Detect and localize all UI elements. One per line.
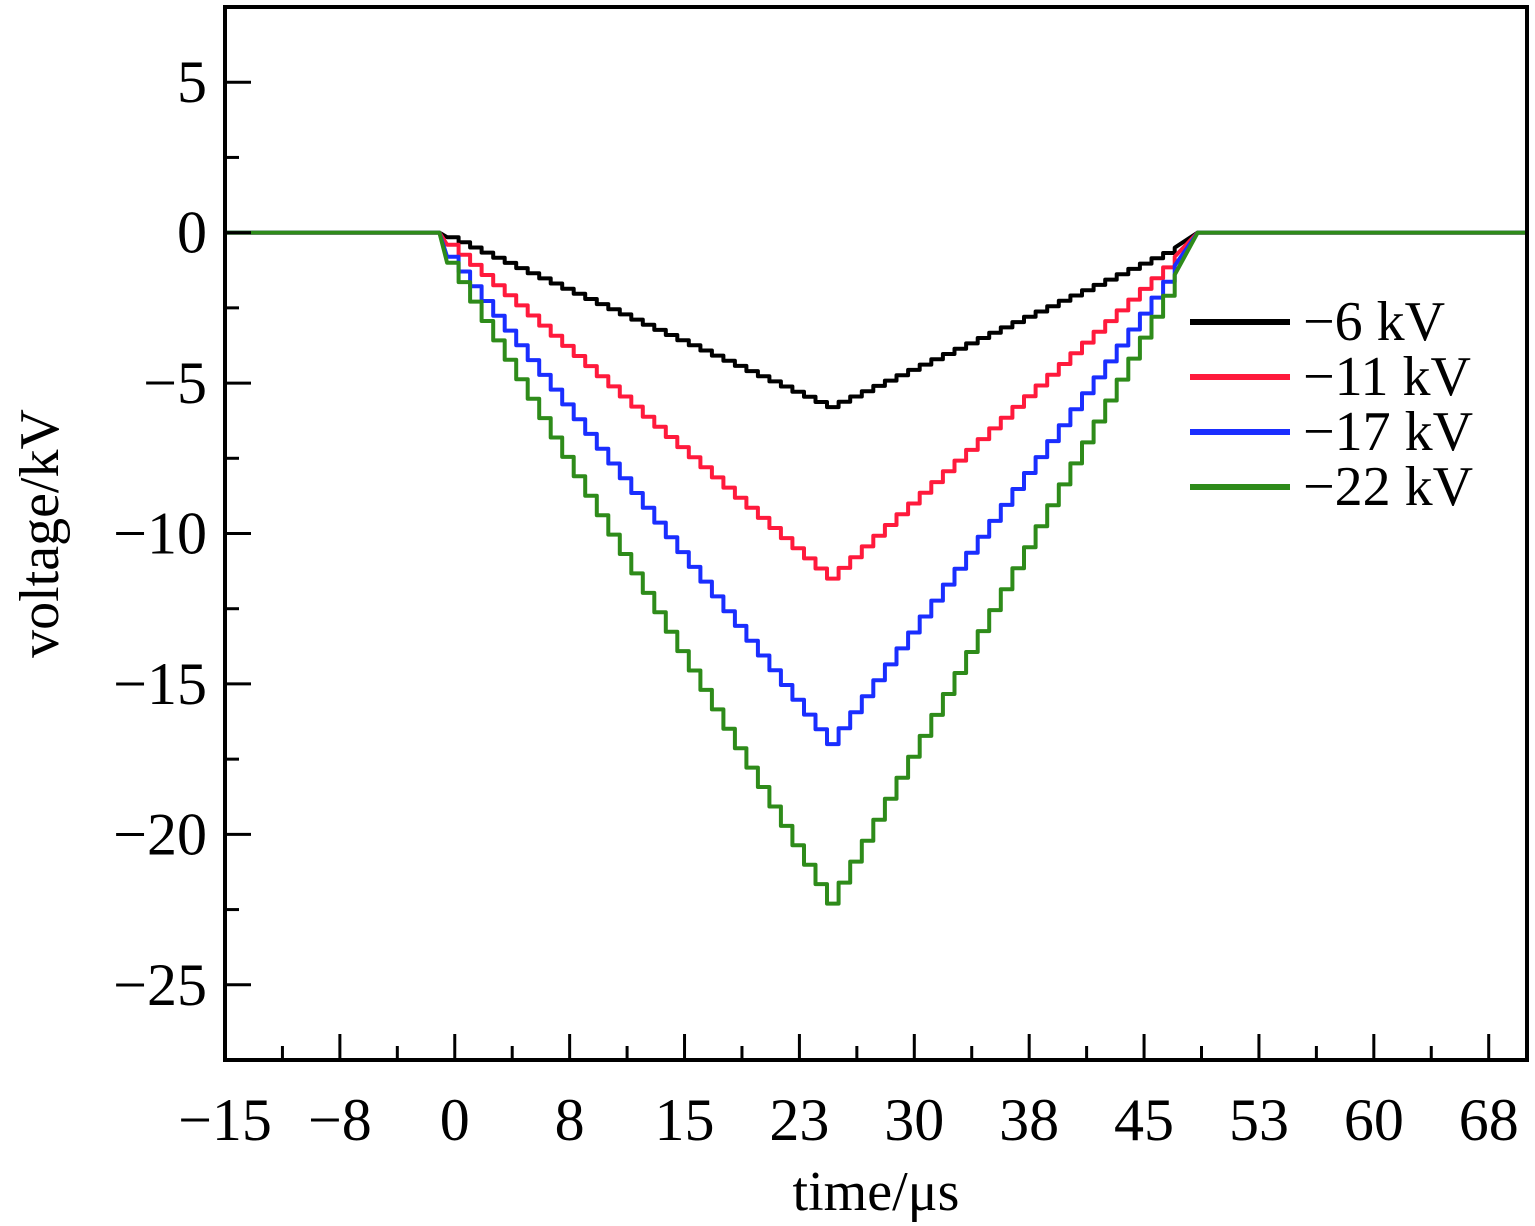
- x-tick-label: 15: [655, 1087, 715, 1153]
- series-layer: [225, 230, 1527, 906]
- series-line: [225, 230, 1527, 581]
- x-axis-label: time/μs: [793, 1161, 960, 1223]
- y-tick-label: −5: [143, 350, 207, 416]
- x-tick-label: 23: [769, 1087, 829, 1153]
- x-tick-label: 60: [1344, 1087, 1404, 1153]
- x-tick-label: 53: [1229, 1087, 1289, 1153]
- legend-label: −17 kV: [1303, 401, 1473, 463]
- series-line: [225, 230, 1527, 747]
- y-tick-label: 5: [177, 49, 207, 115]
- x-tick-label: 0: [440, 1087, 470, 1153]
- y-tick-label: 0: [177, 200, 207, 266]
- y-tick-label: −20: [113, 801, 207, 867]
- x-tick-label: 8: [555, 1087, 585, 1153]
- series-line: [225, 230, 1527, 410]
- x-tick-label: 30: [884, 1087, 944, 1153]
- legend-label: −6 kV: [1303, 291, 1445, 353]
- ticks-layer: −15 −8 0 8 15 23 30 38 45 53 60 68 5 0 −5 −10 −15 −20 −25: [113, 5, 1519, 1153]
- x-tick-label: 68: [1459, 1087, 1519, 1153]
- plot-frame: [223, 5, 1529, 1062]
- y-axis-label: voltage/kV: [9, 409, 71, 658]
- y-tick-label: −25: [113, 952, 207, 1018]
- legend: −6 kV−11 kV−17 kV−22 kV: [1190, 291, 1473, 518]
- x-tick-label: 38: [999, 1087, 1059, 1153]
- x-tick-label: −15: [178, 1087, 272, 1153]
- y-tick-label: −15: [113, 651, 207, 717]
- y-tick-label: −10: [113, 501, 207, 567]
- x-tick-label: −8: [308, 1087, 372, 1153]
- legend-label: −22 kV: [1303, 456, 1473, 518]
- legend-label: −11 kV: [1303, 346, 1471, 408]
- x-tick-label: 45: [1114, 1087, 1174, 1153]
- series-line: [225, 230, 1527, 906]
